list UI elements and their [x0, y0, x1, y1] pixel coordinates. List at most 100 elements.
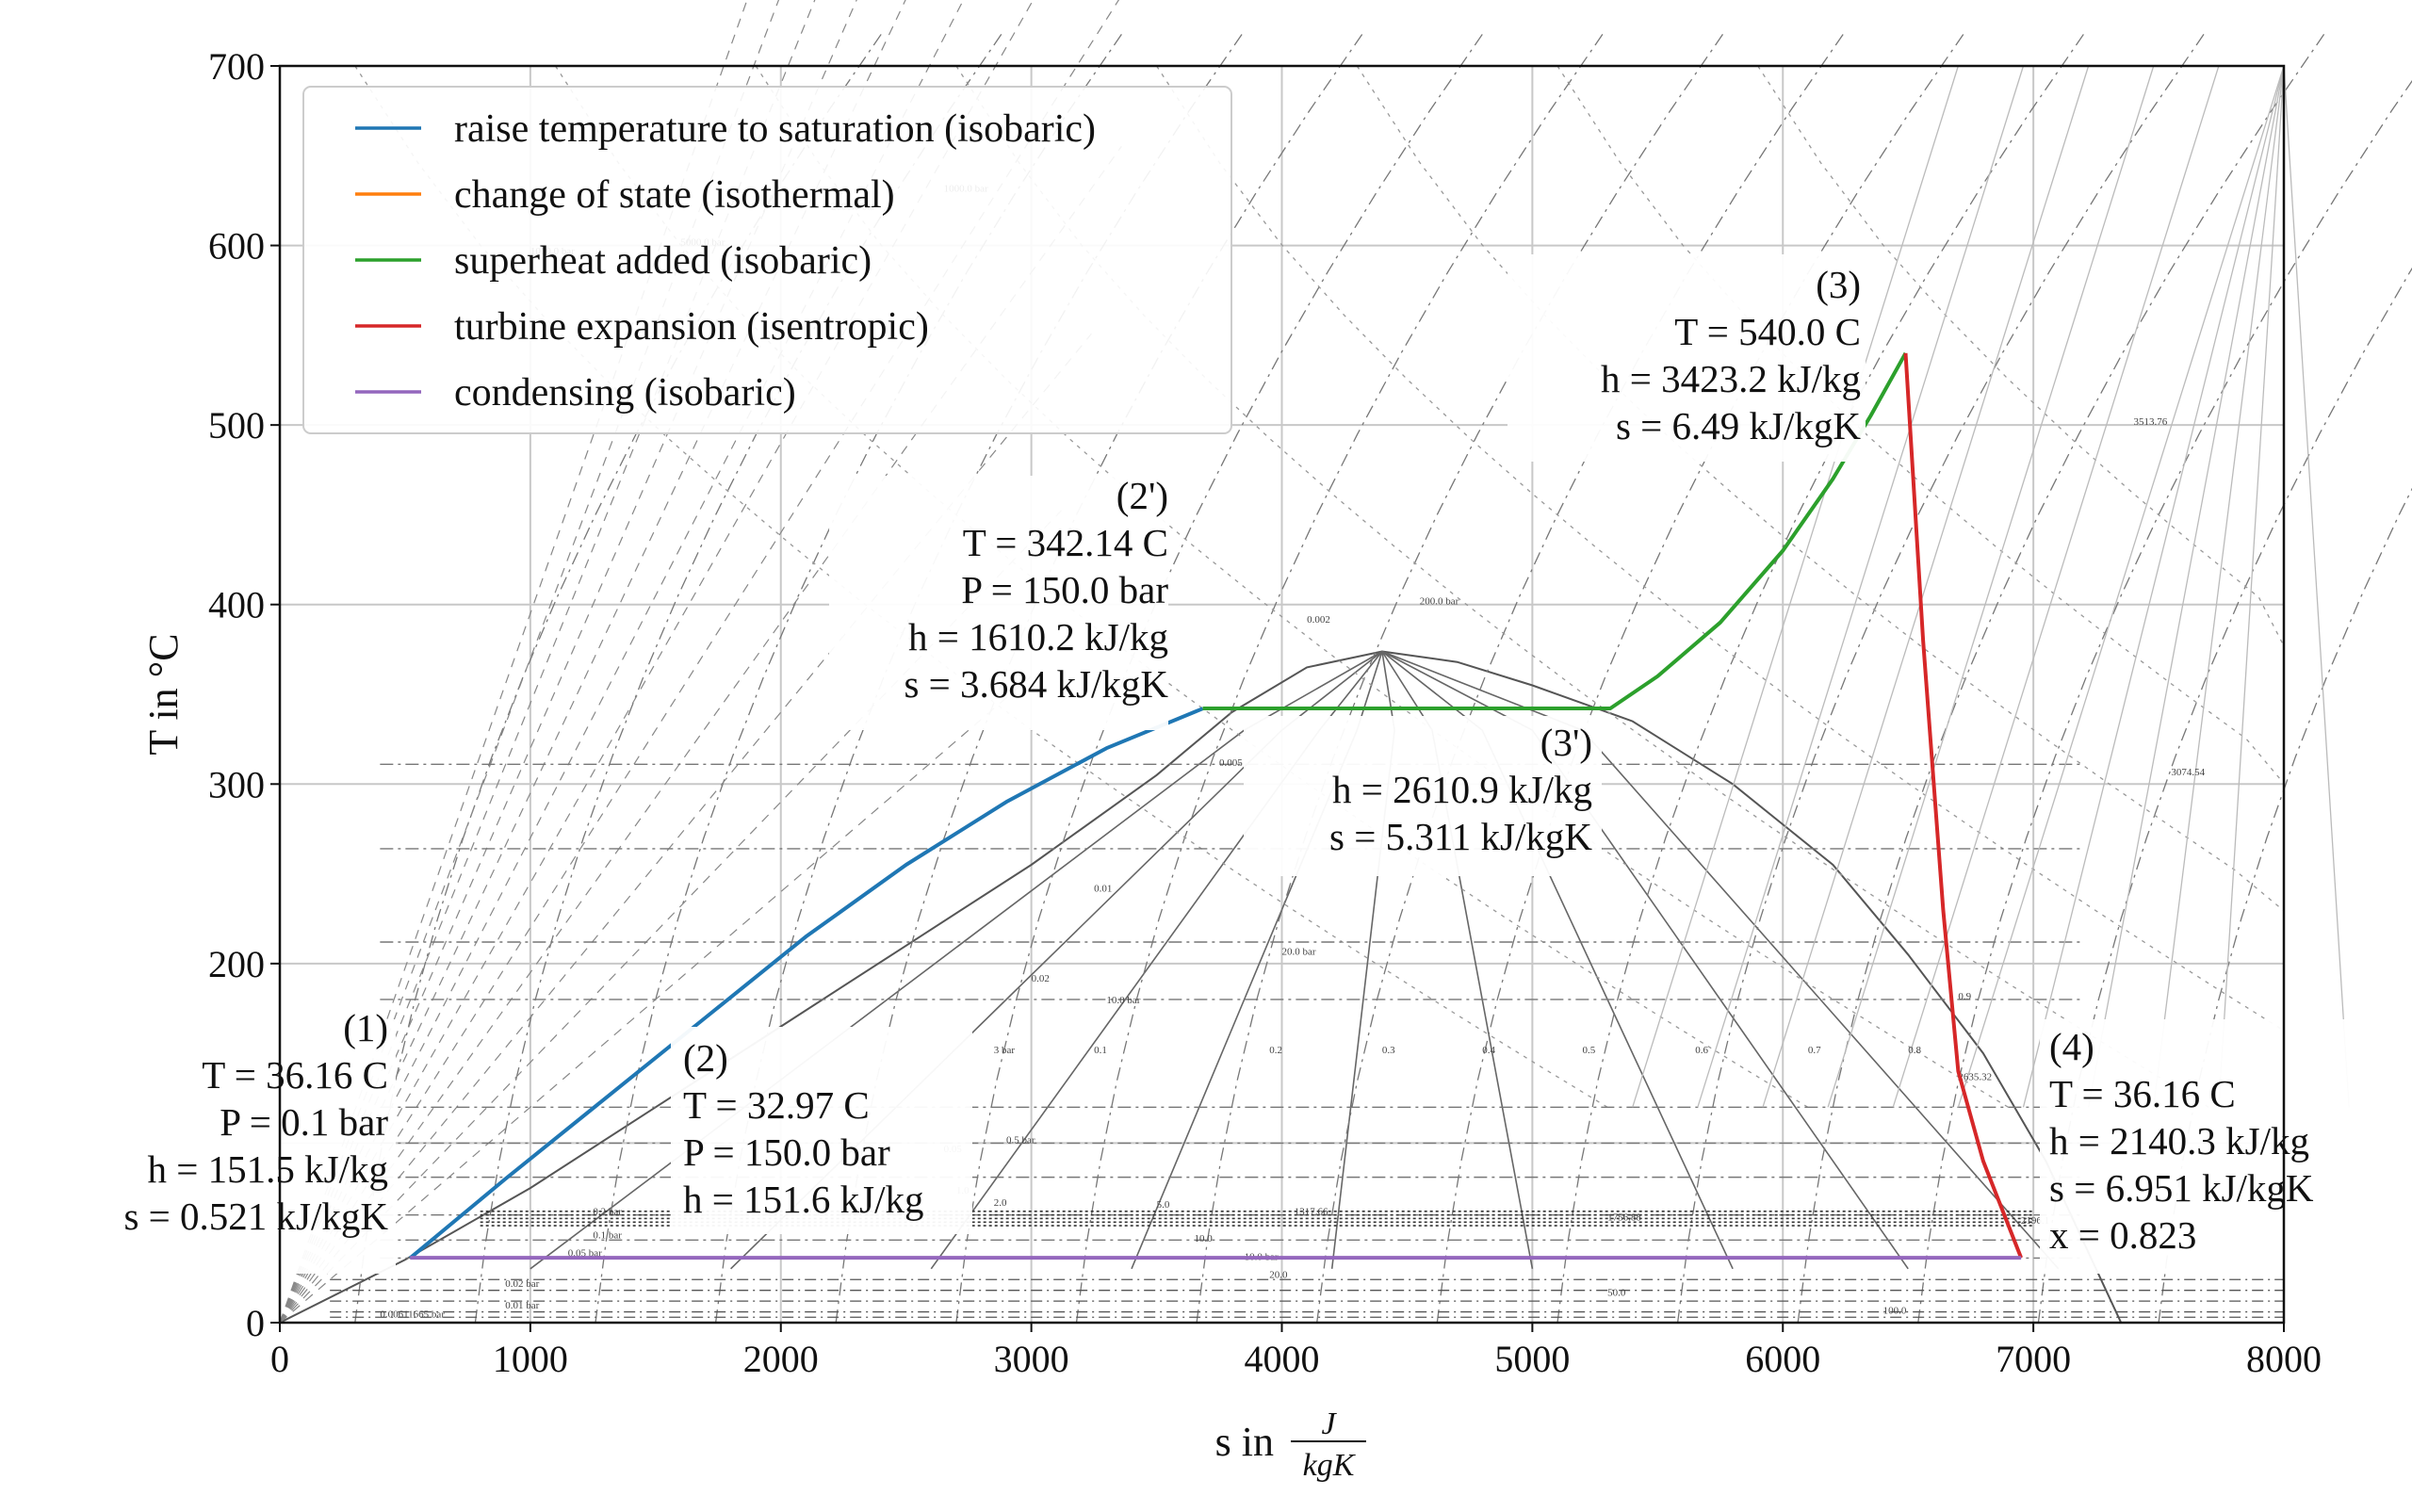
annotation-line: P = 150.0 bar [961, 568, 1168, 611]
x-tick-label: 3000 [994, 1338, 1069, 1380]
isobar-line [1196, 29, 1727, 1324]
isoline-label: 3 bar [994, 1045, 1016, 1056]
isoline-label: 0.5 bar [1006, 1134, 1035, 1146]
isoline-label: 0.02 bar [505, 1278, 539, 1290]
x-tick-label: 6000 [1745, 1338, 1820, 1380]
liquid-isobar-line [279, 0, 1035, 1324]
isoline-label: 0.002 [1307, 614, 1330, 626]
annotation-line: h = 2140.3 kJ/kg [2049, 1119, 2309, 1162]
annotation-line: (4) [2049, 1025, 2094, 1068]
annotation-line: s = 5.311 kJ/kgK [1329, 815, 1592, 858]
isochore-line [1632, 65, 1959, 1108]
legend-label-5: condensing (isobaric) [454, 371, 796, 415]
isoline-label: 0.1 bar [593, 1229, 622, 1241]
isobar-line [1797, 29, 2328, 1324]
isoline-label: 200.0 bar [1420, 596, 1459, 608]
annotation-line: (3) [1816, 263, 1861, 306]
series-line-4 [1903, 352, 2023, 1259]
annotation-state-3: (3)T = 540.0 Ch = 3423.2 kJ/kgs = 6.49 k… [1508, 254, 1866, 462]
isoline-label: 0.2 [1269, 1045, 1282, 1056]
quality-line [1381, 650, 2060, 1270]
x-tick-label: 0 [270, 1338, 289, 1380]
isoline-label: 0.02 [1032, 973, 1050, 984]
y-axis-title: T in °C [140, 633, 187, 755]
isochore-line [2022, 65, 2285, 1108]
legend-label-3: superheat added (isobaric) [454, 239, 872, 283]
axis-layer: 0 1000 2000 3000 4000 5000 6000 7000 8000 0 200 300… [140, 45, 2322, 1483]
isoline-label: 0.1 [1094, 1045, 1107, 1056]
annotation-line: s = 3.684 kJ/kgK [904, 662, 1168, 706]
isoline-label: 10.0 [1194, 1233, 1213, 1244]
liquid-isobar-line [279, 675, 1032, 1324]
y-tick-label: 300 [208, 763, 265, 805]
isobar-line [955, 29, 1486, 1324]
isoline-label: 0.8 [1908, 1045, 1921, 1056]
x-tick-label: 8000 [2246, 1338, 2322, 1380]
y-tick-label: 400 [208, 584, 265, 626]
annotation-line: s = 0.521 kJ/kgK [123, 1195, 388, 1238]
annotation-line: P = 0.1 bar [220, 1100, 388, 1144]
isoline-label: 0.5 [1583, 1045, 1596, 1056]
isoline-label: 0.4 [1482, 1045, 1495, 1056]
isochore-line [1892, 65, 2220, 1108]
isobar-line [1676, 29, 2208, 1324]
series-line-1 [409, 707, 1204, 1260]
annotation-box [1508, 254, 1866, 462]
annotation-line: s = 6.49 kJ/kgK [1616, 404, 1861, 447]
annotation-line: P = 150.0 bar [683, 1130, 890, 1174]
annotation-line: (1) [343, 1006, 388, 1049]
isenthalp-line [1156, 65, 2285, 1108]
isoline-label: 1756.88 [1607, 1211, 1641, 1223]
x-tick-label: 5000 [1494, 1338, 1570, 1380]
x-tick-label: 2000 [743, 1338, 819, 1380]
y-tick-label: 500 [208, 404, 265, 447]
isochore-line [1827, 65, 2155, 1108]
isoline-label: 100.0 [1883, 1305, 1907, 1316]
annotation-line: (2) [683, 1036, 728, 1080]
legend-label-4: turbine expansion (isentropic) [454, 305, 929, 349]
isoline-label: 0.01 [1094, 884, 1112, 895]
annotation-line: h = 3423.2 kJ/kg [1601, 357, 1861, 400]
annotation-line: x = 0.823 [2049, 1213, 2196, 1257]
isochore-line [2087, 65, 2285, 1108]
annotation-line: h = 151.6 kJ/kg [683, 1178, 923, 1221]
annotation-line: s = 6.951 kJ/kgK [2049, 1166, 2314, 1210]
x-tick-label: 7000 [1996, 1338, 2071, 1380]
isoline-label: 5.0 [1157, 1199, 1170, 1211]
legend-label-1: raise temperature to saturation (isobari… [454, 107, 1096, 151]
isobar-line [1075, 29, 1606, 1324]
isoline-label: 0.7 [1808, 1045, 1821, 1056]
isoline-label: 0.9 [1958, 991, 1971, 1002]
liquid-isobar-line [279, 0, 780, 1324]
isoline-label: 20.0 bar [1282, 946, 1316, 957]
x-axis-unit-numerator: J [1321, 1406, 1337, 1441]
annotation-line: (3') [1540, 721, 1592, 764]
isoline-label: 50.0 [1607, 1287, 1626, 1298]
annotation-line: h = 1610.2 kJ/kg [908, 615, 1168, 658]
annotation-state-4: (4)T = 36.16 Ch = 2140.3 kJ/kgs = 6.951 … [2040, 1019, 2365, 1274]
isoline-label: 0.00611665 bar [380, 1309, 445, 1320]
isoline-label: 20.0 [1269, 1269, 1288, 1280]
annotation-line: T = 342.14 C [963, 521, 1168, 564]
isoline-label: 3074.54 [2171, 767, 2205, 778]
isoline-label: 3513.76 [2133, 416, 2167, 428]
annotation-box [0, 1019, 396, 1274]
annotation-line: (2') [1116, 474, 1168, 517]
annotation-box [671, 1027, 972, 1234]
y-tick-label: 0 [246, 1302, 265, 1344]
y-tick-label: 600 [208, 225, 265, 268]
annotation-line: T = 540.0 C [1674, 310, 1861, 353]
isoline-label: 0.01 bar [505, 1300, 539, 1311]
isoline-label: 0.3 [1382, 1045, 1395, 1056]
isobar-line [1556, 29, 2088, 1324]
y-tick-label: 200 [208, 943, 265, 985]
annotation-line: T = 36.16 C [202, 1053, 388, 1097]
annotation-state-3p: (3')h = 2610.9 kJ/kgs = 5.311 kJ/kgK [1244, 716, 1602, 876]
